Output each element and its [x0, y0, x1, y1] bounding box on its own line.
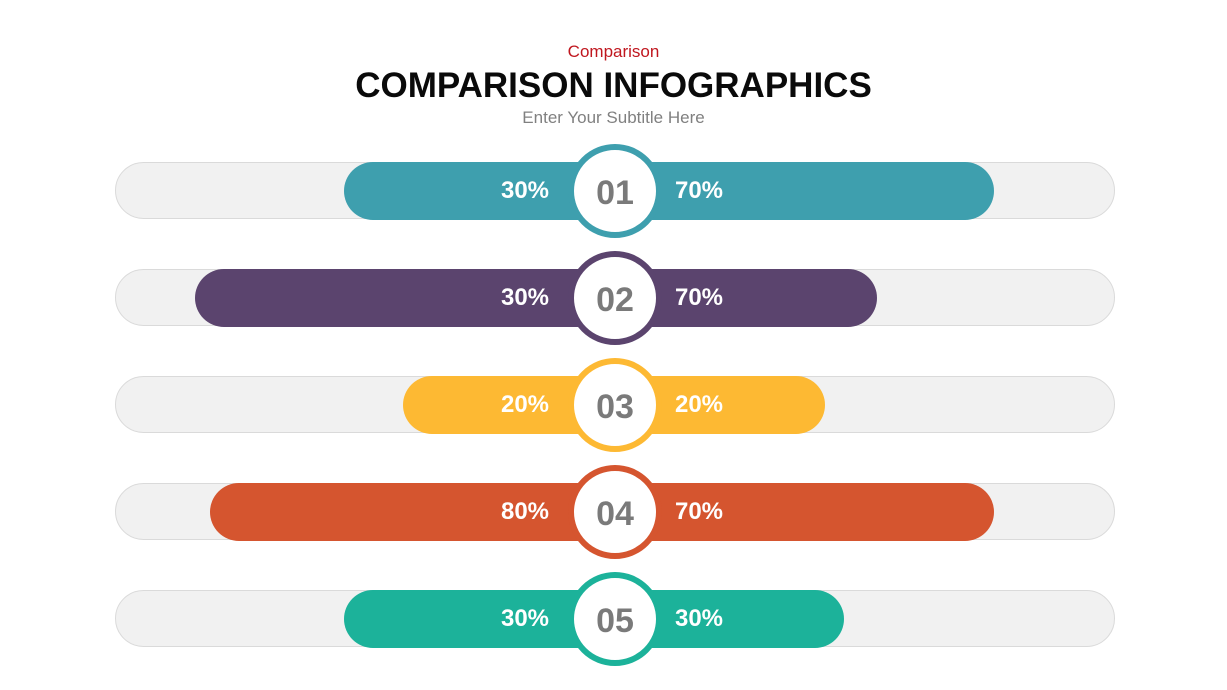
comparison-row-5: 30% 30% 05	[0, 569, 1227, 669]
comparison-bar	[195, 269, 877, 327]
right-percent-label: 70%	[674, 498, 724, 525]
left-percent-label: 30%	[500, 284, 550, 311]
comparison-row-4: 80% 70% 04	[0, 462, 1227, 562]
left-percent-label: 30%	[500, 177, 550, 204]
comparison-bar	[344, 162, 994, 220]
right-percent-label: 20%	[674, 391, 724, 418]
row-number-badge: 04	[568, 465, 662, 559]
header-kicker: Comparison	[567, 42, 660, 61]
comparison-row-1: 30% 70% 01	[0, 141, 1227, 241]
right-percent-label: 30%	[674, 605, 724, 632]
left-percent-label: 30%	[500, 605, 550, 632]
left-percent-label: 80%	[500, 498, 550, 525]
row-number-badge: 03	[568, 358, 662, 452]
comparison-row-2: 30% 70% 02	[0, 248, 1227, 348]
page-title: COMPARISON INFOGRAPHICS	[355, 66, 872, 105]
left-percent-label: 20%	[500, 391, 550, 418]
row-number-badge: 01	[568, 144, 662, 238]
page-subtitle: Enter Your Subtitle Here	[522, 108, 705, 127]
right-percent-label: 70%	[674, 284, 724, 311]
right-percent-label: 70%	[674, 177, 724, 204]
comparison-row-3: 20% 20% 03	[0, 355, 1227, 455]
row-number-badge: 05	[568, 572, 662, 666]
row-number-badge: 02	[568, 251, 662, 345]
